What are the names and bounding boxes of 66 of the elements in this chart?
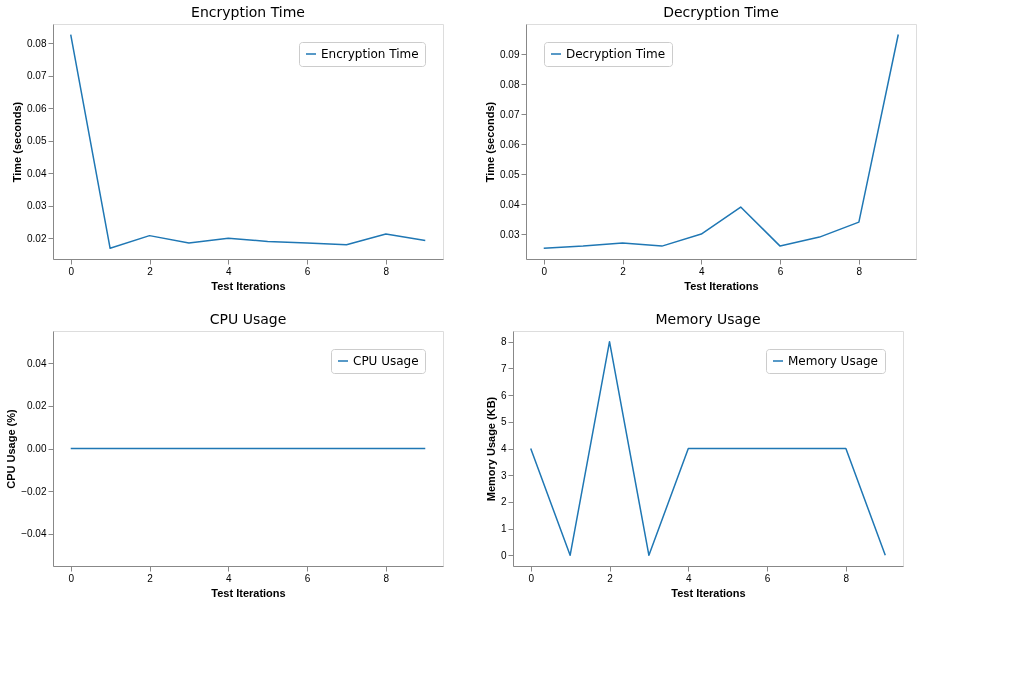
line-series	[69, 33, 427, 250]
x-tick-label: 4	[686, 572, 693, 584]
x-tick-label: 8	[383, 265, 390, 277]
legend-label: Encryption Time	[321, 47, 419, 61]
y-tick-label: 0.03	[27, 200, 47, 212]
legend-label: Decryption Time	[566, 47, 666, 61]
y-tick-label: 0.02	[27, 232, 47, 244]
y-tick-label: 0.03	[500, 228, 520, 240]
y-tick-label: 0.07	[27, 70, 47, 82]
y-tick-label: 4	[500, 443, 507, 454]
x-tick-label: 2	[620, 265, 627, 277]
x-tick-label: 6	[764, 572, 771, 584]
y-tick-label: −0.02	[21, 485, 47, 497]
y-tick-label: 0.08	[500, 78, 520, 90]
x-tick-label: 0	[541, 265, 548, 277]
chart-title: Memory Usage	[655, 311, 761, 327]
y-tick-label: 6	[500, 389, 507, 401]
y-tick-label: 8	[500, 336, 507, 348]
x-tick-label: 0	[68, 572, 75, 584]
x-tick-label: 2	[607, 572, 614, 584]
y-tick-label: 1	[500, 523, 507, 535]
y-tick-label: 0.09	[500, 48, 520, 60]
x-tick-label: 0	[68, 265, 75, 277]
chart-title: Encryption Time	[191, 4, 305, 20]
x-axis-title: Test Iterations	[671, 586, 746, 599]
y-tick-label: 2	[500, 496, 507, 508]
x-axis-title: Test Iterations	[684, 279, 759, 292]
chart-title: CPU Usage	[209, 311, 287, 327]
y-axis-title: CPU Usage (%)	[5, 408, 18, 489]
x-tick-label: 0	[528, 572, 535, 584]
y-tick-label: −0.04	[21, 528, 47, 540]
x-tick-label: 6	[304, 572, 311, 584]
x-tick-label: 4	[226, 265, 233, 277]
y-tick-label: 0.06	[27, 102, 47, 114]
y-tick-label: 0.04	[27, 167, 47, 179]
y-tick-label: 0.04	[500, 198, 520, 210]
y-tick-label: 0.04	[27, 357, 47, 369]
y-tick-label: 0.05	[27, 135, 47, 147]
x-tick-label: 8	[843, 572, 850, 584]
x-tick-label: 6	[304, 265, 311, 277]
x-tick-label: 2	[147, 265, 154, 277]
y-axis-title: Time (seconds)	[484, 101, 497, 183]
y-tick-label: 0	[500, 549, 507, 561]
x-tick-label: 2	[147, 572, 154, 584]
x-tick-label: 4	[226, 572, 233, 584]
x-tick-label: 4	[699, 265, 706, 277]
y-tick-label: 0.02	[27, 400, 47, 412]
x-tick-label: 6	[777, 265, 784, 277]
y-axis-title: Time (seconds)	[11, 101, 24, 183]
y-tick-label: 7	[500, 362, 507, 374]
x-axis-title: Test Iterations	[211, 279, 286, 292]
y-axis-title: Memory Usage (KB)	[484, 396, 497, 502]
x-tick-label: 8	[383, 572, 390, 584]
y-tick-label: 0.07	[500, 108, 520, 120]
chart-title: Decryption Time	[663, 4, 779, 20]
y-tick-label: 0.05	[500, 168, 520, 180]
y-tick-label: 5	[500, 416, 507, 428]
y-tick-label: 3	[500, 469, 507, 481]
legend-label: Memory Usage	[788, 354, 879, 368]
line-series	[542, 33, 900, 249]
y-tick-label: 0.08	[27, 37, 47, 49]
x-tick-label: 8	[856, 265, 863, 277]
y-tick-label: 0.06	[500, 138, 520, 150]
legend-label: CPU Usage	[353, 354, 419, 368]
y-tick-label: 0.00	[27, 443, 47, 454]
x-axis-title: Test Iterations	[211, 586, 286, 599]
